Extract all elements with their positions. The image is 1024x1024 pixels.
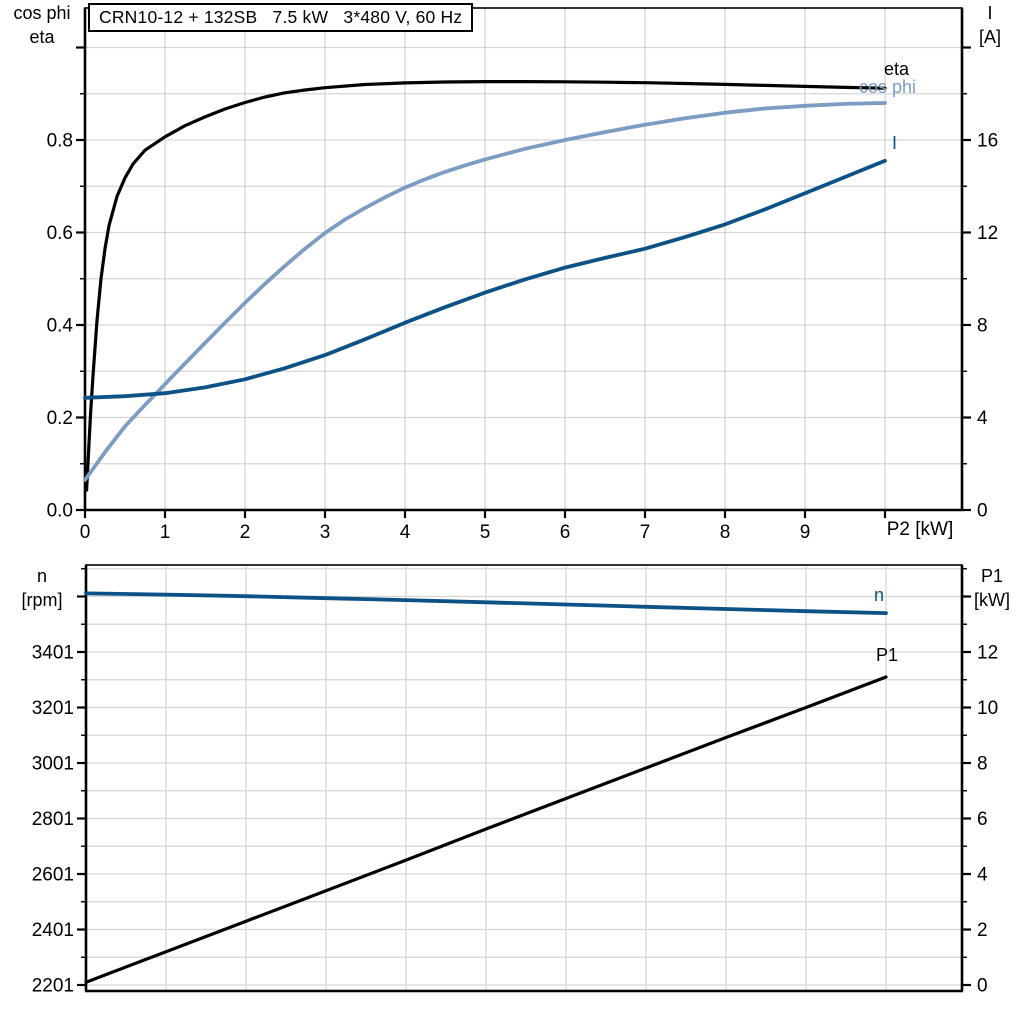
tick-label: 9 xyxy=(800,522,811,543)
tick-label: 0.6 xyxy=(47,223,73,244)
tick-label: 3 xyxy=(320,522,331,543)
tick-label: 6 xyxy=(560,522,571,543)
curve-label-p1: P1 xyxy=(876,645,899,665)
plot-frame xyxy=(84,7,963,511)
curve-label-speed: n xyxy=(874,585,885,605)
curve-label-current: I xyxy=(892,133,898,153)
tick-label: 2801 xyxy=(32,809,74,830)
top-right-axis-title-line2: [A] xyxy=(978,27,1001,47)
tick-label: 2401 xyxy=(32,920,74,941)
curve-label-cos-phi: cos phi xyxy=(859,77,917,97)
tick-label: 8 xyxy=(977,315,988,336)
tick-label: 2 xyxy=(977,920,988,941)
tick-label: 0.2 xyxy=(47,408,73,429)
tick-label: 12 xyxy=(977,642,998,663)
tick-label: 3401 xyxy=(32,642,74,663)
tick-label: 3201 xyxy=(32,698,74,719)
tick-label: 7 xyxy=(640,522,651,543)
tick-label: 3001 xyxy=(32,754,74,775)
top-left-axis-title-line1: cos phi xyxy=(13,3,71,23)
tick-label: 0.0 xyxy=(47,501,73,522)
x-axis-title: P2 [kW] xyxy=(886,519,954,540)
tick-label: 2 xyxy=(240,522,251,543)
tick-label: 0.4 xyxy=(47,315,74,336)
tick-label: 5 xyxy=(480,522,491,543)
tick-label: 0 xyxy=(977,976,988,997)
tick-label: 16 xyxy=(977,130,998,151)
tick-label: 8 xyxy=(720,522,731,543)
tick-label: 0 xyxy=(977,501,988,522)
tick-label: 4 xyxy=(977,865,988,886)
tick-label: 0.8 xyxy=(47,130,73,151)
tick-label: 2601 xyxy=(32,865,74,886)
bottom-left-axis-title-line1: n xyxy=(36,566,47,586)
curve-label-eta: eta xyxy=(884,59,910,79)
tick-label: 4 xyxy=(400,522,411,543)
bottom-right-axis-title-line1: P1 xyxy=(980,566,1004,586)
tick-label: 12 xyxy=(977,223,998,244)
tick-label: 4 xyxy=(977,408,988,429)
curve-p1 xyxy=(84,675,888,984)
top-right-axis-title-line1: I xyxy=(987,3,993,23)
curve-n xyxy=(84,591,888,615)
bottom-chart: 2201 2401 2601 2801 3001 3201 3401 0 2 4 6 8 10 12 xyxy=(32,564,998,997)
tick-label: 6 xyxy=(977,809,988,830)
plot-frame xyxy=(85,564,963,992)
bottom-left-axis-title-line2: [rpm] xyxy=(21,590,63,610)
tick-label: 2201 xyxy=(32,976,74,997)
tick-label: 8 xyxy=(977,754,988,775)
curve-i xyxy=(83,158,887,400)
tick-label: 1 xyxy=(160,522,171,543)
top-left-axis-title-line2: eta xyxy=(29,27,55,47)
bottom-right-axis-title-line2: [kW] xyxy=(974,590,1010,610)
tick-label: 10 xyxy=(977,698,998,719)
curve-eta xyxy=(84,79,887,492)
chart-title: CRN10-12 + 132SB 7.5 kW 3*480 V, 60 Hz xyxy=(88,3,474,32)
curve-cos-phi xyxy=(83,101,887,482)
tick-label: 0 xyxy=(80,522,91,543)
